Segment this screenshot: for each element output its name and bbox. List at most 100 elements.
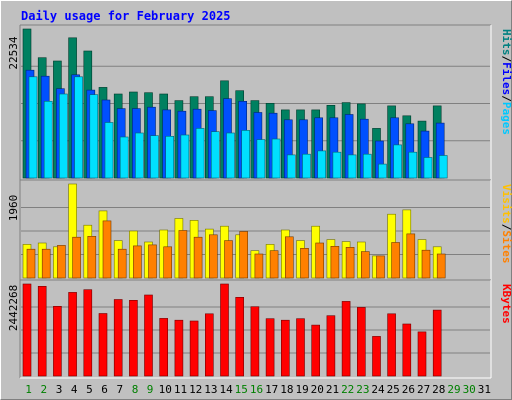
bar-sites-day-10 xyxy=(163,246,172,279)
bar-pages-day-17 xyxy=(271,138,281,179)
panel-max-label: 22534 xyxy=(7,36,20,69)
bar-pages-day-2 xyxy=(43,101,53,179)
bar-pages-day-25 xyxy=(393,144,402,179)
day-label-3: 3 xyxy=(56,383,63,396)
day-label-5: 5 xyxy=(86,383,93,396)
panel-pages-files-hits: 22534 Hits/Files/Pages xyxy=(7,24,512,181)
day-label-6: 6 xyxy=(101,383,108,396)
bar-sites-day-4 xyxy=(72,236,81,279)
bar-pages-day-5 xyxy=(89,94,99,179)
series-sites xyxy=(26,220,446,279)
legend-item: Sites xyxy=(500,230,512,263)
day-label-12: 12 xyxy=(189,383,202,396)
bar-sites-day-8 xyxy=(133,245,142,279)
bar-pages-day-23 xyxy=(362,153,372,179)
bar-pages-day-6 xyxy=(104,122,114,179)
bar-kbytes-day-6 xyxy=(98,313,108,377)
day-label-15: 15 xyxy=(235,383,248,396)
legend-item: / xyxy=(500,56,512,63)
chart-title: Daily usage for February 2025 xyxy=(21,9,231,23)
bar-kbytes-day-8 xyxy=(129,299,138,377)
bar-sites-day-1 xyxy=(26,248,36,279)
day-label-4: 4 xyxy=(71,383,78,396)
day-label-9: 9 xyxy=(147,383,154,396)
bar-pages-day-18 xyxy=(286,154,296,179)
bar-pages-day-11 xyxy=(180,134,190,179)
legend-item: / xyxy=(500,95,512,102)
bar-pages-day-24 xyxy=(378,163,387,179)
bar-sites-day-11 xyxy=(178,230,188,279)
bar-kbytes-day-3 xyxy=(53,305,62,377)
series-kbytes xyxy=(22,283,442,377)
legend-item: Visits xyxy=(500,184,512,224)
bar-sites-day-28 xyxy=(436,253,446,279)
bar-kbytes-day-2 xyxy=(37,285,47,377)
bar-sites-day-16 xyxy=(254,253,264,279)
bar-sites-day-19 xyxy=(300,248,309,279)
day-label-14: 14 xyxy=(219,383,233,396)
day-label-1: 1 xyxy=(25,383,32,396)
day-label-17: 17 xyxy=(265,383,278,396)
bar-pages-day-16 xyxy=(256,139,266,179)
day-label-20: 20 xyxy=(311,383,324,396)
bar-kbytes-day-14 xyxy=(220,283,229,377)
bar-kbytes-day-10 xyxy=(159,318,168,377)
bar-pages-day-15 xyxy=(241,130,250,179)
bar-kbytes-day-9 xyxy=(144,294,153,377)
bar-kbytes-day-24 xyxy=(372,336,381,377)
bar-pages-day-20 xyxy=(317,150,327,179)
day-label-31: 31 xyxy=(478,383,491,396)
bar-sites-day-22 xyxy=(345,247,355,279)
x-axis-day-labels: 1 2 3 4 5 6 7 8 9 10 11 12 13 14 15 16 17 18 19 20 21 22 23 24 2… xyxy=(25,383,491,396)
bar-sites-day-20 xyxy=(315,242,325,279)
bar-kbytes-day-13 xyxy=(205,313,214,377)
day-label-30: 30 xyxy=(463,383,476,396)
bar-sites-day-21 xyxy=(330,246,340,279)
bar-pages-day-1 xyxy=(28,76,38,179)
day-label-27: 27 xyxy=(417,383,430,396)
bar-kbytes-day-4 xyxy=(68,292,77,377)
panel-max-label: 2442268 xyxy=(7,285,20,331)
day-label-24: 24 xyxy=(371,383,385,396)
legend-item: Hits xyxy=(500,29,512,56)
bar-kbytes-day-7 xyxy=(113,299,123,377)
bar-pages-day-26 xyxy=(408,151,418,179)
bar-kbytes-day-27 xyxy=(417,331,427,377)
legend-item: / xyxy=(500,224,512,231)
panel-kbytes: 2442268 KBytes xyxy=(7,279,512,379)
bar-kbytes-day-15 xyxy=(235,296,244,377)
day-label-2: 2 xyxy=(40,383,47,396)
panel-visits-sites: 1960 Visits/Sites xyxy=(7,179,512,281)
bar-pages-day-10 xyxy=(165,136,174,179)
bar-kbytes-day-17 xyxy=(265,318,275,377)
bar-pages-day-3 xyxy=(59,93,68,179)
bar-sites-day-24 xyxy=(376,255,385,279)
bar-pages-day-8 xyxy=(135,132,144,179)
day-label-8: 8 xyxy=(132,383,139,396)
day-label-22: 22 xyxy=(341,383,354,396)
bar-kbytes-day-26 xyxy=(402,323,412,377)
day-label-19: 19 xyxy=(295,383,308,396)
day-label-28: 28 xyxy=(432,383,445,396)
bar-kbytes-day-23 xyxy=(356,307,366,377)
panel-legend: Visits/Sites xyxy=(500,184,512,264)
bar-kbytes-day-5 xyxy=(83,289,93,377)
bar-sites-day-6 xyxy=(102,220,112,279)
panel-max-label: 1960 xyxy=(7,195,20,222)
day-label-16: 16 xyxy=(250,383,263,396)
bar-kbytes-day-18 xyxy=(280,319,290,377)
day-label-23: 23 xyxy=(356,383,369,396)
bar-kbytes-day-1 xyxy=(22,283,32,377)
bar-pages-day-21 xyxy=(332,151,342,179)
day-label-25: 25 xyxy=(387,383,400,396)
bar-sites-day-9 xyxy=(148,244,157,279)
legend-item: Files xyxy=(500,62,512,95)
day-label-13: 13 xyxy=(204,383,217,396)
bar-kbytes-day-25 xyxy=(387,313,396,377)
day-label-7: 7 xyxy=(116,383,123,396)
bar-sites-day-26 xyxy=(406,233,416,279)
bar-kbytes-day-16 xyxy=(250,306,260,377)
bar-pages-day-14 xyxy=(226,132,235,179)
bar-pages-day-12 xyxy=(195,128,205,179)
